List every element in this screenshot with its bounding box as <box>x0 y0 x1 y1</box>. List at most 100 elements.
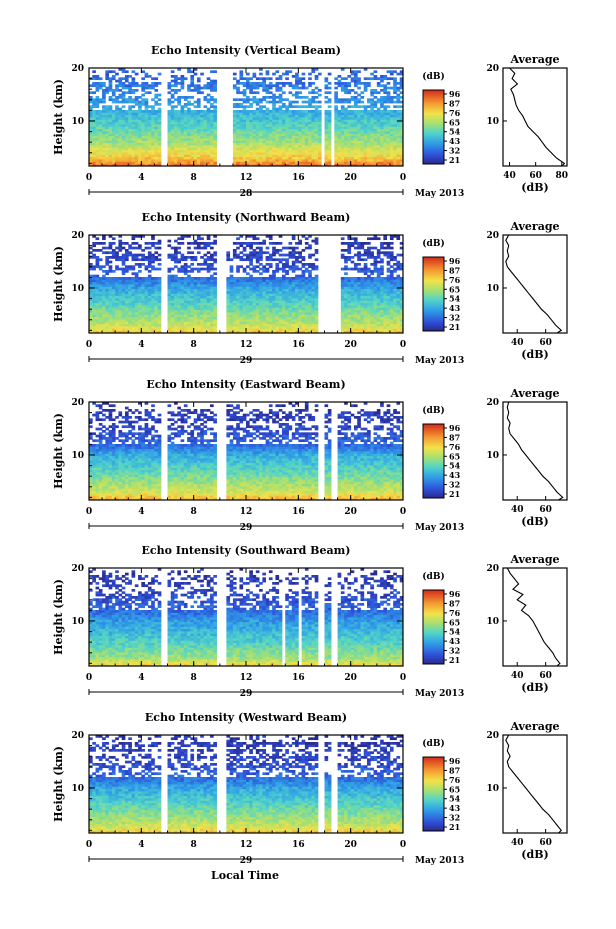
heatmap-cell <box>393 147 397 151</box>
heatmap-cell <box>370 100 374 104</box>
heatmap-cell <box>131 91 136 95</box>
heatmap-cell <box>389 98 394 102</box>
heatmap-cell <box>141 93 145 97</box>
heatmap-cell <box>183 291 188 294</box>
heatmap-cell <box>347 135 352 139</box>
heatmap-cell <box>259 77 263 81</box>
heatmap-cell <box>232 286 237 290</box>
heatmap-cell <box>108 161 113 165</box>
heatmap-cell <box>210 147 214 151</box>
heatmap-cell <box>281 147 286 151</box>
heatmap-cell <box>121 135 126 139</box>
heatmap-cell <box>95 147 100 151</box>
heatmap-cell <box>154 328 159 332</box>
heatmap-cell <box>259 119 263 123</box>
heatmap-cell <box>386 98 391 102</box>
heatmap-cell <box>396 149 401 153</box>
heatmap-cell <box>265 142 270 146</box>
heatmap-cell <box>174 112 178 116</box>
heatmap-cell <box>327 161 332 165</box>
heatmap-cell <box>357 321 361 325</box>
heatmap-cell <box>255 302 260 306</box>
heatmap-cell <box>311 300 316 304</box>
heatmap-cell <box>259 279 263 283</box>
heatmap-cell <box>399 128 404 132</box>
heatmap-cell <box>118 286 123 290</box>
heatmap-cell <box>138 114 142 118</box>
heatmap-cell <box>389 298 394 301</box>
heatmap-cell <box>131 279 136 283</box>
heatmap-cell <box>317 72 322 76</box>
heatmap-cell <box>141 98 145 102</box>
heatmap-cell <box>154 112 159 116</box>
heatmap-cell <box>190 142 195 146</box>
heatmap-cell <box>373 286 378 290</box>
heatmap-cell <box>203 149 208 153</box>
heatmap-cell <box>367 121 371 125</box>
heatmap-cell <box>134 124 139 127</box>
heatmap-cell <box>353 305 358 308</box>
heatmap-cell <box>111 119 116 123</box>
heatmap-cell <box>95 302 100 306</box>
heatmap-cell <box>255 124 260 127</box>
heatmap-cell <box>89 295 93 299</box>
heatmap-cell <box>373 161 378 165</box>
heatmap-cell <box>252 140 257 144</box>
heatmap-cell <box>393 70 397 74</box>
heatmap-cell <box>174 163 178 167</box>
heatmap-cell <box>147 291 152 294</box>
heatmap-cell <box>262 131 267 134</box>
heatmap-cell <box>111 91 116 95</box>
heatmap-cell <box>111 295 116 299</box>
heatmap-cell <box>131 112 136 116</box>
heatmap-cell <box>370 103 374 106</box>
heatmap-cell <box>102 128 106 132</box>
heatmap-cell <box>124 293 129 297</box>
heatmap-cell <box>187 316 191 320</box>
heatmap-cell <box>393 82 397 85</box>
heatmap-cell <box>259 161 263 165</box>
heatmap-cell <box>304 131 309 134</box>
heatmap-cell <box>337 119 342 123</box>
heatmap-cell <box>281 281 286 285</box>
heatmap-cell <box>118 279 123 283</box>
heatmap-cell <box>278 156 283 160</box>
heatmap-cell <box>252 117 257 120</box>
heatmap-cell <box>138 288 142 292</box>
heatmap-cell <box>144 156 149 160</box>
heatmap-cell <box>367 152 371 155</box>
heatmap-cell <box>102 91 106 95</box>
heatmap-cell <box>246 314 250 318</box>
heatmap-cell <box>167 140 172 144</box>
heatmap-cell <box>92 159 96 162</box>
heatmap-cell <box>308 126 312 130</box>
heatmap-cell <box>383 98 388 102</box>
heatmap-cell <box>108 149 113 153</box>
heatmap-cell <box>242 77 247 81</box>
heatmap-cell <box>105 307 110 311</box>
x-tick-label: 0 <box>400 173 406 183</box>
heatmap-cell <box>147 84 152 88</box>
heatmap-cell <box>154 82 159 85</box>
heatmap-cell <box>115 293 119 297</box>
heatmap-cell <box>340 126 345 130</box>
heatmap-cell <box>138 281 142 285</box>
heatmap-cell <box>363 124 368 127</box>
heatmap-cell <box>383 288 388 292</box>
heatmap-cell <box>295 114 299 118</box>
heatmap-cell <box>380 124 384 127</box>
heatmap-cell <box>138 107 142 111</box>
heatmap-cell <box>95 161 100 165</box>
heatmap-cell <box>213 154 217 158</box>
heatmap-cell <box>304 163 309 167</box>
heatmap-cell <box>177 279 181 283</box>
heatmap-cell <box>301 288 306 292</box>
heatmap-cell <box>170 149 175 153</box>
heatmap-cell <box>141 161 145 165</box>
heatmap-cell <box>141 277 145 280</box>
heatmap-cell <box>265 288 270 292</box>
heatmap-cell <box>278 126 283 130</box>
heatmap-cell <box>128 295 132 299</box>
heatmap-cell <box>373 305 378 308</box>
heatmap-cell <box>363 117 368 120</box>
